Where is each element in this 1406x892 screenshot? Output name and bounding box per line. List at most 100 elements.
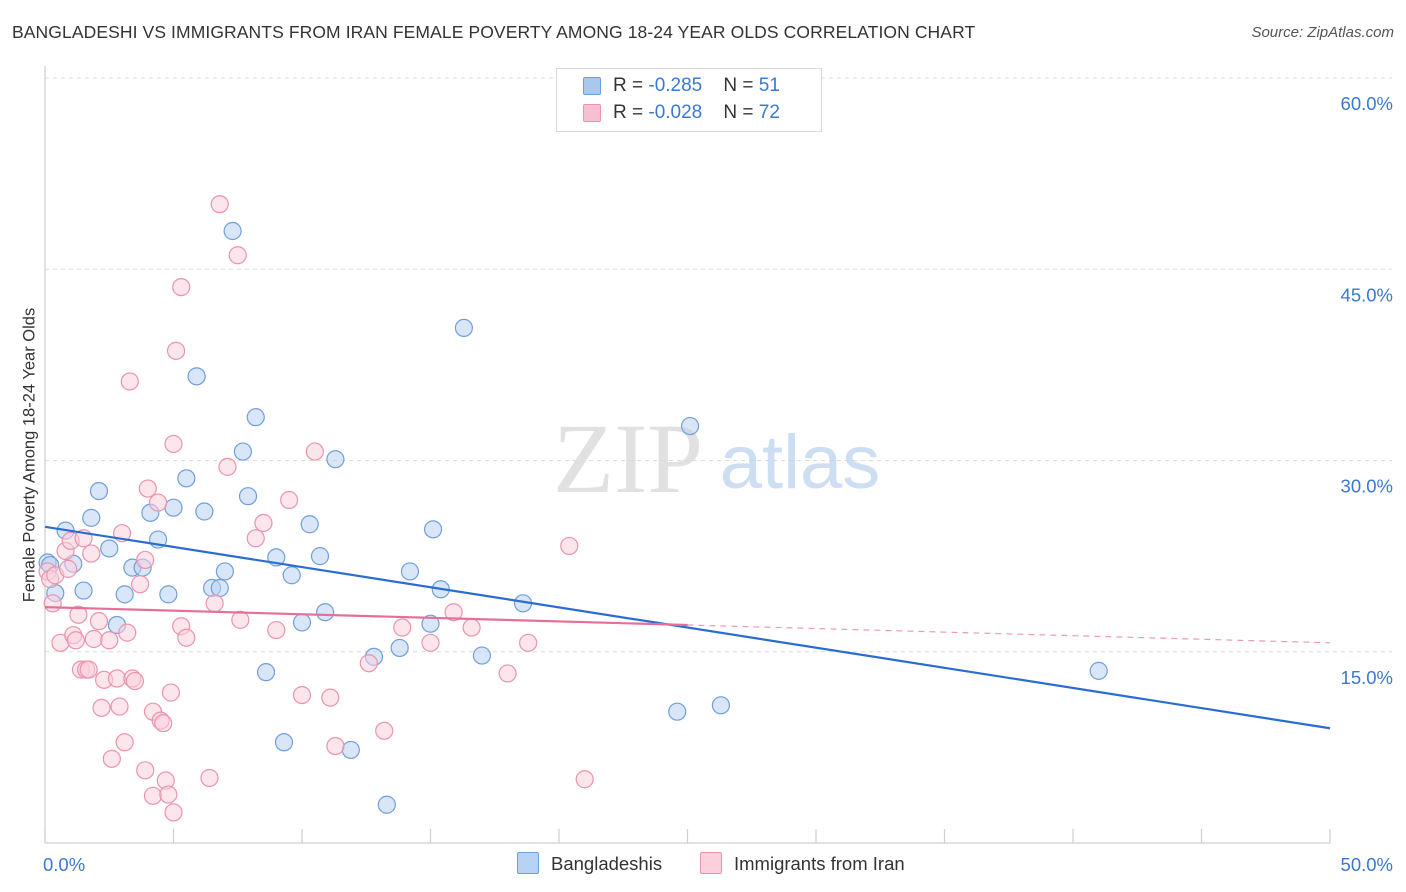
point-bangladeshi: [187, 367, 206, 386]
point-iran: [359, 654, 378, 673]
bottom-legend-swatch-iran: [700, 852, 722, 874]
point-bangladeshi: [316, 603, 335, 622]
point-iran: [280, 490, 299, 510]
point-iran: [177, 628, 196, 647]
point-iran: [136, 550, 155, 570]
point-iran: [246, 529, 265, 548]
legend-n-value: 72: [758, 102, 780, 123]
point-bangladeshi: [711, 696, 731, 715]
point-bangladeshi: [177, 469, 196, 488]
point-iran: [100, 631, 119, 650]
point-bangladeshi: [195, 502, 214, 521]
trend-line-bangladeshis: [44, 525, 1331, 730]
point-bangladeshi: [454, 318, 474, 337]
trend-lines: [44, 525, 1331, 730]
point-iran: [69, 605, 88, 624]
point-iran: [228, 246, 247, 265]
point-bangladeshi: [89, 482, 109, 501]
point-iran: [148, 493, 168, 512]
legend-r-label: R =: [613, 75, 649, 96]
point-bangladeshi: [341, 740, 360, 760]
point-iran: [519, 633, 538, 652]
point-iran: [164, 434, 183, 454]
legend-swatch-iran: [583, 104, 601, 122]
point-iran: [130, 575, 150, 594]
point-iran: [102, 749, 121, 768]
point-iran: [166, 341, 186, 360]
x-tick-label: 50.0%: [1341, 854, 1393, 875]
point-bangladeshi: [668, 702, 687, 721]
correlation-legend: R = -0.285 N = 51 R = -0.028 N = 72: [556, 68, 822, 132]
point-iran: [120, 372, 139, 391]
point-iran: [375, 721, 394, 740]
legend-r-value: -0.285: [648, 75, 703, 96]
point-iran: [172, 278, 191, 297]
point-iran: [159, 785, 178, 804]
point-bangladeshi: [233, 442, 252, 461]
point-bangladeshi: [256, 663, 276, 682]
point-iran: [218, 457, 237, 476]
point-bangladeshi: [400, 562, 420, 581]
point-iran: [164, 803, 183, 822]
point-iran: [421, 633, 440, 652]
source-label: Source: ZipAtlas.com: [1251, 24, 1394, 41]
watermark-atlas: atlas: [720, 420, 881, 505]
point-bangladeshi: [164, 498, 183, 517]
legend-r-value: -0.028: [648, 102, 703, 123]
point-bangladeshi: [223, 221, 242, 241]
point-iran: [154, 714, 173, 733]
watermark-zip: ZIP: [553, 403, 703, 514]
point-bangladeshi: [423, 520, 443, 539]
point-iran: [59, 559, 78, 578]
axes: [44, 66, 1331, 844]
legend-n-label: N =: [723, 102, 759, 123]
point-iran: [292, 685, 312, 705]
point-iran: [115, 733, 134, 752]
point-iran: [43, 594, 62, 613]
trend-line-iran: [44, 606, 688, 627]
point-bangladeshi: [377, 795, 396, 814]
point-iran: [326, 736, 345, 756]
point-bangladeshi: [82, 508, 101, 527]
point-iran: [84, 629, 103, 649]
grid-lines: [45, 77, 1392, 653]
point-bangladeshi: [310, 547, 330, 566]
point-iran: [305, 442, 324, 461]
watermark: ZIP atlas: [553, 403, 880, 514]
point-iran: [321, 688, 340, 707]
point-iran: [498, 664, 517, 683]
point-iran: [575, 770, 594, 789]
point-iran: [161, 683, 181, 702]
point-iran: [267, 620, 286, 640]
point-iran: [92, 698, 111, 717]
point-iran: [110, 697, 129, 716]
trend-line-iran-dashed: [687, 624, 1331, 644]
point-bangladeshi: [159, 585, 178, 604]
point-iran: [79, 660, 98, 679]
point-bangladeshi: [421, 614, 440, 633]
point-bangladeshi: [300, 515, 319, 534]
point-iran: [143, 786, 163, 805]
data-points: [38, 195, 1108, 822]
point-iran: [107, 669, 127, 688]
point-iran: [231, 610, 250, 629]
y-tick-label: 45.0%: [1341, 284, 1393, 305]
point-bangladeshi: [246, 408, 265, 427]
chart-title: BANGLADESHI VS IMMIGRANTS FROM IRAN FEMA…: [12, 22, 976, 42]
legend-r-label: R =: [613, 102, 649, 123]
point-iran: [560, 536, 579, 556]
point-iran: [444, 603, 463, 622]
bottom-legend-label: Immigrants from Iran: [734, 853, 905, 874]
point-bangladeshi: [326, 450, 345, 469]
point-iran: [66, 631, 85, 650]
legend-swatch-bangladeshis: [583, 77, 601, 95]
point-bangladeshi: [680, 416, 700, 436]
point-iran: [254, 513, 273, 533]
bottom-legend-label: Bangladeshis: [551, 853, 663, 874]
y-tick-label: 60.0%: [1341, 93, 1393, 114]
point-iran: [89, 612, 109, 631]
point-bangladeshi: [390, 638, 409, 658]
point-bangladeshi: [74, 581, 93, 600]
point-bangladeshi: [472, 646, 491, 665]
point-bangladeshi: [238, 487, 258, 506]
